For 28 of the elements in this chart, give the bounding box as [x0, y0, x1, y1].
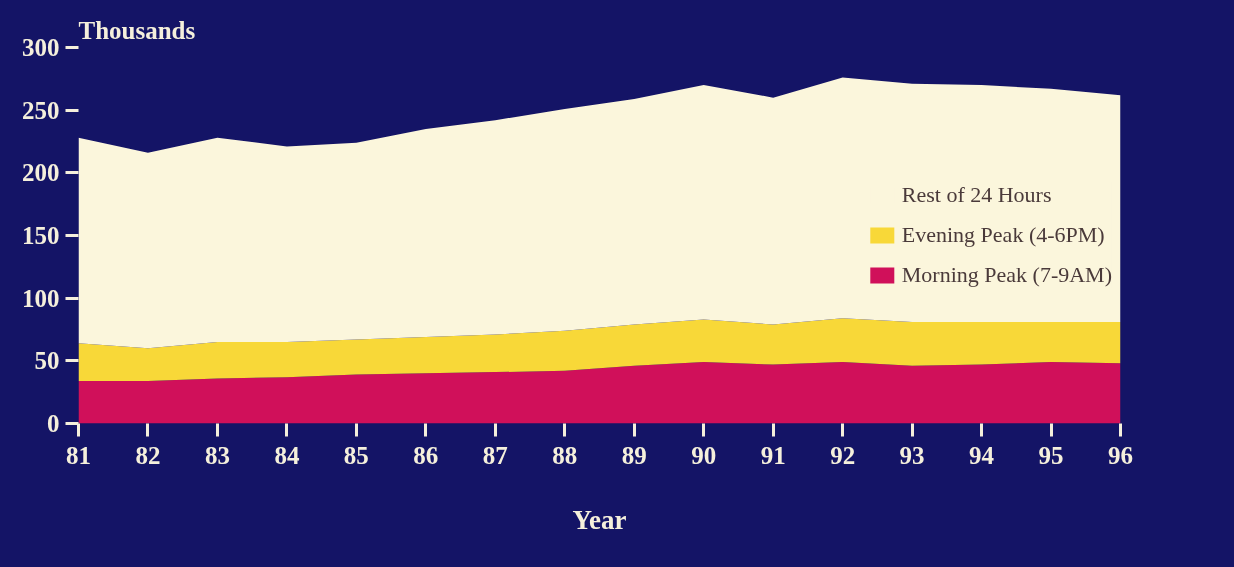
x-tick-label: 84 — [274, 441, 300, 469]
y-tick-label: 150 — [22, 222, 60, 249]
x-tick-label: 90 — [691, 441, 717, 469]
x-tick-label: 92 — [830, 441, 856, 469]
x-tick-label: 94 — [969, 441, 995, 469]
x-tick-label: 96 — [1108, 441, 1133, 469]
series-label: Rest of 24 Hours — [901, 182, 1052, 208]
x-tick-label: 93 — [899, 441, 925, 469]
y-tick-label: 50 — [34, 347, 60, 375]
x-tick-label: 89 — [621, 441, 647, 469]
legend-label: Evening Peak (4-6PM) — [901, 222, 1105, 248]
y-axis-title: Thousands — [78, 16, 196, 44]
x-tick-label: 95 — [1038, 441, 1064, 469]
x-tick-label: 91 — [760, 441, 786, 469]
y-tick-label: 200 — [22, 159, 60, 187]
y-tick-label: 250 — [22, 96, 60, 124]
x-axis-title: Year — [572, 504, 627, 535]
x-tick-label: 86 — [413, 441, 439, 469]
x-tick-label: 88 — [552, 441, 578, 469]
x-tick-label: 87 — [482, 441, 508, 469]
x-tick-label: 82 — [135, 441, 161, 469]
y-tick-label: 0 — [47, 410, 60, 437]
x-tick-label: 85 — [343, 441, 369, 469]
legend-label: Morning Peak (7-9AM) — [901, 262, 1112, 288]
y-tick-label: 300 — [22, 34, 60, 61]
x-tick-label: 83 — [204, 441, 230, 469]
x-tick-label: 81 — [66, 441, 91, 469]
y-tick-label: 100 — [22, 284, 60, 312]
